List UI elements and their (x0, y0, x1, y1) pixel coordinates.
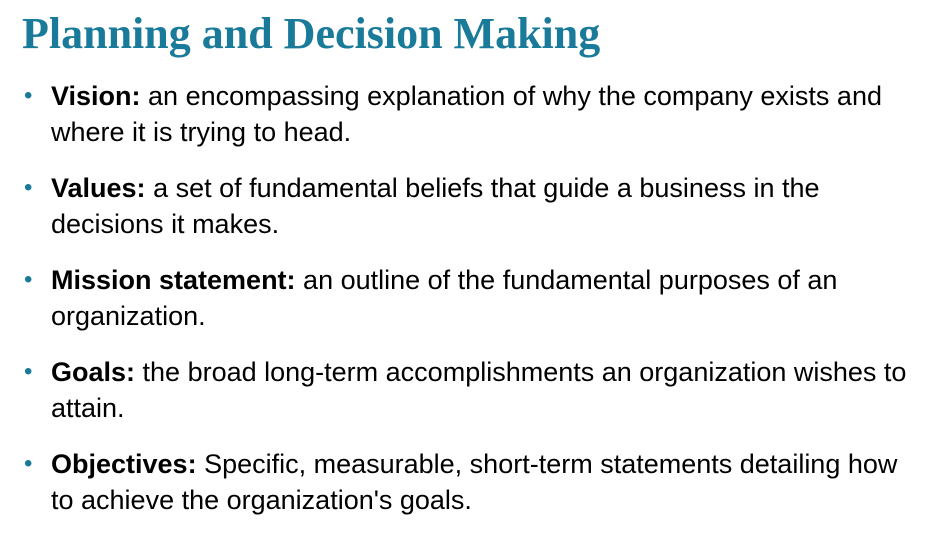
bullet-list: • Vision: an encompassing explanation of… (22, 78, 922, 538)
bullet-item-vision: • Vision: an encompassing explanation of… (22, 78, 922, 150)
bullet-term: Values: (51, 173, 146, 203)
bullet-item-goals: • Goals: the broad long-term accomplishm… (22, 354, 922, 426)
bullet-icon: • (24, 174, 33, 201)
bullet-definition: a set of fundamental beliefs that guide … (51, 173, 820, 239)
bullet-icon: • (24, 266, 33, 293)
bullet-item-values: • Values: a set of fundamental beliefs t… (22, 170, 922, 242)
bullet-definition: an outline of the fundamental purposes o… (51, 265, 838, 331)
bullet-term: Mission statement: (51, 265, 296, 295)
bullet-definition: the broad long-term accomplishments an o… (51, 357, 907, 423)
bullet-icon: • (24, 82, 33, 109)
slide-title: Planning and Decision Making (22, 9, 601, 58)
bullet-term: Objectives: (51, 449, 197, 479)
bullet-item-mission-statement: • Mission statement: an outline of the f… (22, 262, 922, 334)
bullet-definition: an encompassing explanation of why the c… (51, 81, 882, 147)
bullet-definition: Specific, measurable, short-term stateme… (51, 449, 898, 515)
bullet-term: Goals: (51, 357, 136, 387)
bullet-icon: • (24, 450, 33, 477)
bullet-icon: • (24, 358, 33, 385)
bullet-term: Vision: (51, 81, 141, 111)
bullet-item-objectives: • Objectives: Specific, measurable, shor… (22, 446, 922, 518)
